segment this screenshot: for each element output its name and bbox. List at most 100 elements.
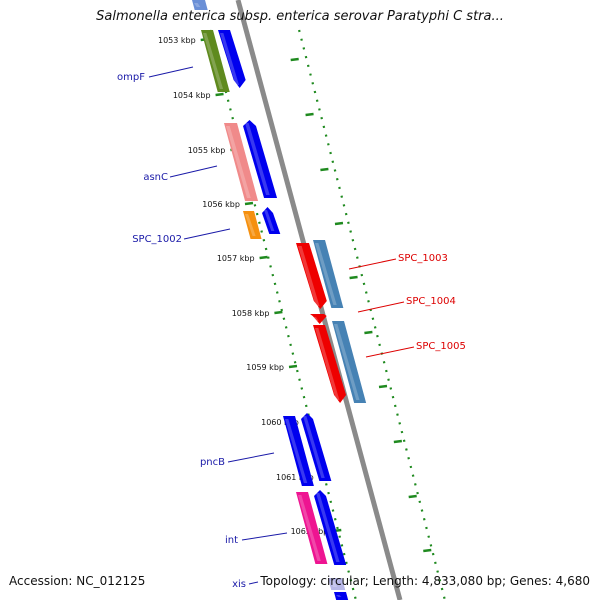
label-leader-SPC_1005	[365, 346, 415, 358]
gene-forward-bottom	[334, 592, 349, 600]
tick-label: 1058 kbp	[232, 309, 270, 318]
gene-forward-3-shine	[264, 210, 275, 231]
tick-label: 1056 kbp	[202, 200, 240, 209]
gene-label-xis: xis	[232, 579, 246, 590]
tick-label: 1053 kbp	[158, 36, 196, 45]
gene-forward-faint-body	[328, 578, 346, 590]
gene-SPC_1002-shine	[245, 214, 256, 236]
label-leader-SPC_1004	[357, 301, 405, 313]
gene-ompF	[201, 30, 230, 92]
tick-mark-left	[288, 364, 298, 369]
tick-mark-right	[290, 57, 299, 62]
tick-mark-right	[393, 439, 402, 444]
tick-mark-right	[364, 330, 373, 335]
gene-forward-3	[262, 207, 281, 234]
gene-pncB-shine	[285, 419, 308, 483]
gene-SPC_1002-body	[243, 211, 262, 239]
label-leader-int	[241, 532, 288, 541]
gene-forward-5	[314, 490, 347, 565]
tick-label: 1057 kbp	[217, 254, 255, 263]
gene-forward-2-shine	[245, 123, 270, 195]
label-leader-SPC_1003	[348, 258, 397, 270]
gene-forward-5-body	[314, 490, 347, 565]
tick-mark-right	[423, 548, 432, 553]
gene-forward-4-shine	[303, 416, 325, 478]
gene-forward-1-shine	[220, 33, 240, 85]
gene-SPC_1003	[296, 243, 327, 309]
gene-forward-2	[243, 120, 278, 198]
gene-pncB-body	[283, 416, 314, 486]
gene-forward-2-body	[243, 120, 278, 198]
label-leader-asnC	[169, 165, 218, 178]
topology-summary: Topology: circular; Length: 4,833,080 bp…	[260, 574, 590, 588]
tick-mark-right	[378, 384, 388, 389]
gene-asnC-shine	[226, 126, 251, 198]
gene-int-shine	[298, 495, 321, 561]
gene-pncB	[283, 416, 314, 486]
gene-forward-3-body	[262, 207, 281, 234]
tick-mark-right	[320, 167, 329, 172]
gene-label-SPC_1003: SPC_1003	[398, 253, 448, 264]
gene-forward-top-shine	[194, 3, 201, 7]
gene-ompF-shine	[203, 33, 224, 89]
tick-mark-right	[349, 275, 358, 280]
gene-int-body	[296, 492, 328, 564]
tick-label: 1060 kbp	[261, 418, 299, 427]
label-leader-SPC_1002	[183, 228, 231, 240]
tick-mark-right	[305, 112, 314, 117]
gene-forward-top-body	[192, 0, 208, 10]
accession-text: Accession: NC_012125	[9, 574, 146, 588]
gene-forward-top	[192, 0, 208, 10]
gene-reverse-2	[332, 321, 367, 403]
gene-label-SPC_1004: SPC_1004	[406, 296, 456, 307]
gene-reverse-2-body	[332, 321, 367, 403]
gene-SPC_1004-body	[310, 314, 327, 324]
tick-label: 1059 kbp	[246, 363, 284, 372]
gene-reverse-2-shine	[334, 324, 360, 400]
gene-forward-1-body	[218, 30, 246, 88]
gene-label-int: int	[225, 535, 238, 546]
label-leader-xis	[248, 581, 259, 585]
gene-SPC_1005-body	[313, 325, 347, 403]
gene-label-pncB: pncB	[200, 457, 225, 468]
gene-forward-5-shine	[316, 493, 340, 562]
gene-reverse-1-shine	[315, 243, 337, 305]
gene-label-SPC_1002: SPC_1002	[132, 234, 182, 245]
gene-ompF-body	[201, 30, 230, 92]
tick-label: 1055 kbp	[188, 146, 226, 155]
gene-int	[296, 492, 328, 564]
gene-label-SPC_1005: SPC_1005	[416, 341, 466, 352]
gene-SPC_1004	[310, 314, 327, 324]
gene-asnC-body	[224, 123, 259, 201]
gene-label-ompF: ompF	[117, 72, 145, 83]
tick-mark-left	[244, 201, 254, 206]
gene-forward-1	[218, 30, 246, 88]
tick-mark-right	[334, 221, 344, 226]
tick-mark-left	[215, 92, 224, 97]
gene-reverse-1-body	[313, 240, 344, 308]
tick-mark-left	[274, 310, 283, 315]
gene-forward-faint	[328, 578, 346, 590]
gene-asnC	[224, 123, 259, 201]
gene-SPC_1003-body	[296, 243, 327, 309]
tick-mark-right	[408, 494, 417, 499]
label-leader-ompF	[148, 66, 194, 78]
gene-forward-faint-shine	[330, 581, 338, 587]
tick-label: 1054 kbp	[173, 91, 211, 100]
gene-SPC_1002	[243, 211, 262, 239]
map-title: Salmonella enterica subsp. enterica sero…	[96, 9, 504, 24]
gene-reverse-1	[313, 240, 344, 308]
gene-SPC_1004-shine	[312, 317, 319, 321]
tick-label: 1061 kbp	[276, 473, 314, 482]
gene-SPC_1003-shine	[298, 246, 320, 306]
label-leader-pncB	[227, 452, 275, 463]
tick-mark-left	[259, 255, 268, 260]
gene-SPC_1005	[313, 325, 347, 403]
gene-forward-bottom-body	[334, 592, 349, 600]
gene-SPC_1005-shine	[315, 328, 340, 400]
gene-forward-4	[301, 413, 332, 481]
gene-forward-4-body	[301, 413, 332, 481]
gene-label-asnC: asnC	[143, 172, 168, 183]
